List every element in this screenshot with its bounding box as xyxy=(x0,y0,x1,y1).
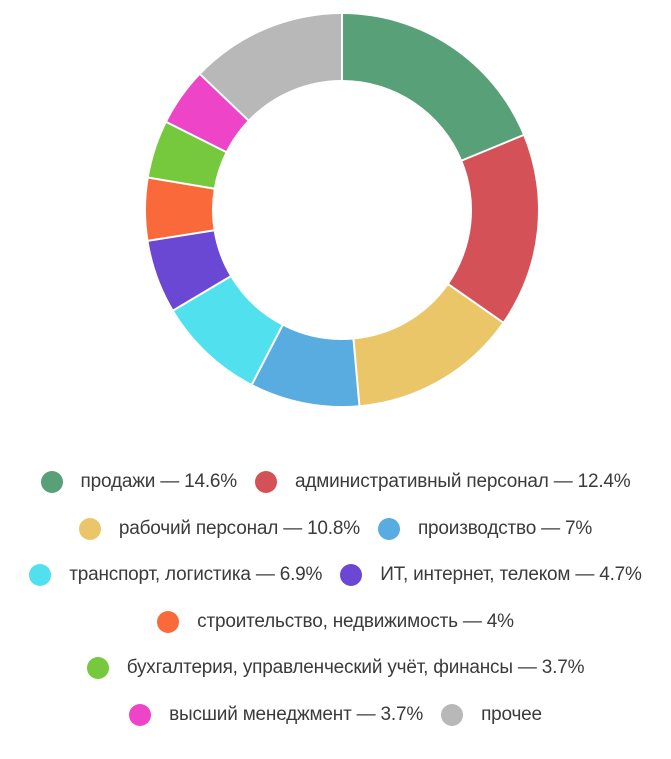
legend-dot-other xyxy=(441,703,464,726)
legend-label-production: производство — 7% xyxy=(417,517,593,539)
legend-row: транспорт, логистика — 6.9% ИТ, интернет,… xyxy=(0,552,671,599)
donut-svg xyxy=(146,13,539,407)
chart-legend: продажи — 14.6% административный персонал… xyxy=(0,459,671,738)
legend-row: продажи — 14.6% административный персонал… xyxy=(0,459,671,506)
donut-slice-other[interactable] xyxy=(200,14,342,121)
legend-row: бухгалтерия, управленческий учёт, финанс… xyxy=(0,645,671,692)
legend-label-transport-logistics: транспорт, логистика — 6.9% xyxy=(69,564,323,586)
donut-slice-admin-staff[interactable] xyxy=(448,135,539,323)
legend-item-top-management: высший менеджмент — 3.7% xyxy=(129,703,424,726)
slice-separator xyxy=(172,275,232,312)
donut-slice-top-management[interactable] xyxy=(166,74,249,152)
slice-separator xyxy=(447,283,505,324)
legend-item-production: производство — 7% xyxy=(377,517,593,540)
slice-separator xyxy=(165,120,228,154)
legend-dot-transport-logistics xyxy=(29,564,52,587)
legend-dot-accounting-finance xyxy=(86,657,109,680)
donut-slice-workers[interactable] xyxy=(353,284,503,406)
legend-item-admin-staff: административный персонал — 12.4% xyxy=(254,471,631,494)
legend-label-sales: продажи — 14.6% xyxy=(80,471,238,493)
legend-item-workers: рабочий персонал — 10.8% xyxy=(78,517,360,540)
legend-item-sales: продажи — 14.6% xyxy=(40,471,238,494)
legend-dot-production xyxy=(377,517,400,540)
legend-dot-construction-real-estate xyxy=(157,610,180,633)
legend-dot-top-management xyxy=(129,703,152,726)
donut-slice-construction-real-estate[interactable] xyxy=(146,177,214,241)
donut-slice-it-internet-telecom[interactable] xyxy=(148,230,231,311)
legend-label-it-internet-telecom: ИТ, интернет, телеком — 4.7% xyxy=(380,564,642,586)
legend-item-construction-real-estate: строительство, недвижимость — 4% xyxy=(157,610,514,633)
legend-row: высший менеджмент — 3.7% прочее xyxy=(0,692,671,739)
legend-dot-it-internet-telecom xyxy=(340,564,363,587)
donut-slice-production[interactable] xyxy=(252,325,360,407)
legend-label-workers: рабочий персонал — 10.8% xyxy=(118,517,360,539)
legend-label-construction-real-estate: строительство, недвижимость — 4% xyxy=(197,610,514,632)
legend-row: строительство, недвижимость — 4% xyxy=(0,599,671,646)
legend-label-other: прочее xyxy=(481,703,542,725)
slice-separator xyxy=(198,73,250,122)
legend-item-transport-logistics: транспорт, логистика — 6.9% xyxy=(29,564,323,587)
slice-separator xyxy=(352,338,361,407)
donut-chart xyxy=(146,13,539,407)
slice-separator xyxy=(460,133,525,162)
legend-item-it-internet-telecom: ИТ, интернет, телеком — 4.7% xyxy=(340,564,642,587)
slice-separator xyxy=(147,176,215,190)
legend-dot-sales xyxy=(40,471,63,494)
legend-item-other: прочее xyxy=(441,703,542,726)
legend-dot-workers xyxy=(78,517,101,540)
legend-label-top-management: высший менеджмент — 3.7% xyxy=(169,703,424,725)
legend-label-admin-staff: административный персонал — 12.4% xyxy=(294,471,631,493)
donut-slice-transport-logistics[interactable] xyxy=(173,276,283,385)
donut-slice-sales[interactable] xyxy=(342,14,524,161)
donut-slice-accounting-finance[interactable] xyxy=(148,122,226,189)
slice-separator xyxy=(250,324,284,386)
legend-dot-admin-staff xyxy=(254,471,277,494)
slice-separator xyxy=(147,229,215,242)
legend-item-accounting-finance: бухгалтерия, управленческий учёт, финанс… xyxy=(86,657,585,680)
legend-label-accounting-finance: бухгалтерия, управленческий учёт, финанс… xyxy=(126,657,585,679)
legend-row: рабочий персонал — 10.8% производство — 7… xyxy=(0,506,671,553)
